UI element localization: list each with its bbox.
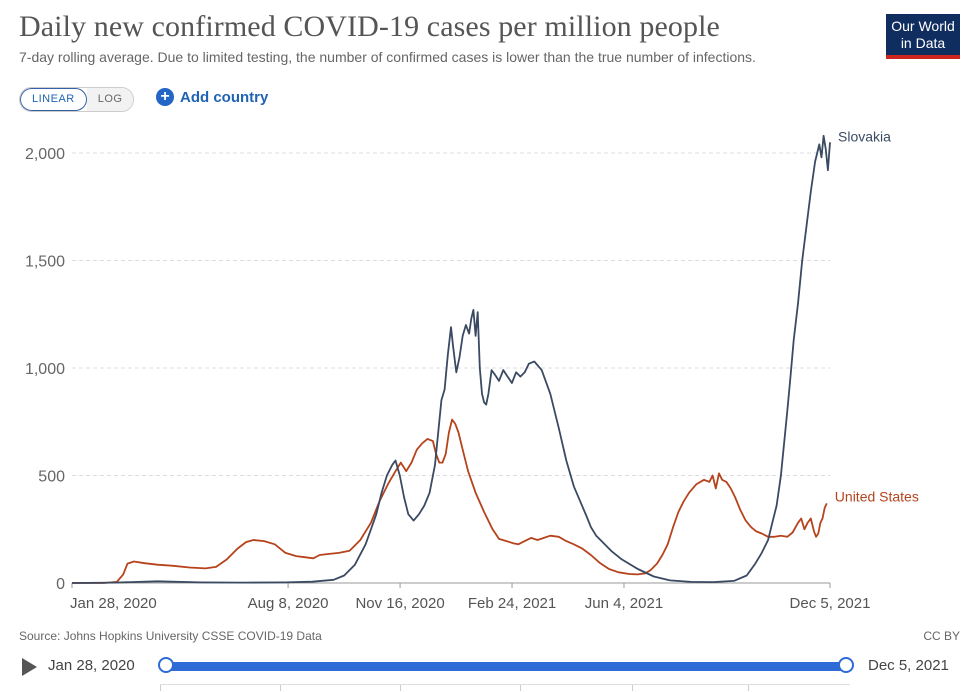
license-link[interactable]: CC BY bbox=[923, 629, 960, 643]
timeline: Jan 28, 2020 Dec 5, 2021 bbox=[0, 650, 980, 691]
series-label-united-states[interactable]: United States bbox=[835, 488, 919, 504]
timeline-track[interactable] bbox=[166, 662, 848, 671]
x-tick-label: Aug 8, 2020 bbox=[248, 595, 329, 612]
timeline-end-label: Dec 5, 2021 bbox=[868, 657, 949, 674]
x-tick-label: Dec 5, 2021 bbox=[790, 595, 871, 612]
series-line-united-states[interactable] bbox=[72, 418, 828, 584]
x-tick-label: Jun 4, 2021 bbox=[585, 595, 663, 612]
grid-lines bbox=[72, 152, 830, 584]
series-lines bbox=[71, 134, 831, 584]
y-tick-label: 1,000 bbox=[25, 361, 65, 378]
play-icon[interactable] bbox=[22, 658, 37, 676]
our-world-in-data-logo[interactable]: Our World in Data bbox=[886, 14, 960, 59]
x-tick-label: Feb 24, 2021 bbox=[468, 595, 556, 612]
logo-line-2: in Data bbox=[900, 35, 946, 51]
y-axis-labels: 0 500 1,000 1,500 2,000 bbox=[25, 146, 65, 593]
log-scale-button[interactable]: LOG bbox=[86, 88, 134, 111]
plus-circle-icon: + bbox=[156, 88, 174, 106]
timeline-start-handle[interactable] bbox=[158, 657, 174, 673]
y-tick-label: 1,500 bbox=[25, 254, 65, 271]
scale-toggle: LINEAR LOG bbox=[19, 87, 135, 112]
y-tick-label: 500 bbox=[38, 469, 65, 486]
x-axis-labels: Jan 28, 2020 Aug 8, 2020 Nov 16, 2020 Feb 2… bbox=[70, 583, 870, 612]
y-tick-label: 2,000 bbox=[25, 146, 65, 163]
chart-title: Daily new confirmed COVID-19 cases per m… bbox=[19, 10, 720, 43]
timeline-ticks bbox=[160, 684, 850, 692]
series-line-slovakia[interactable] bbox=[71, 134, 831, 584]
series-label-slovakia[interactable]: Slovakia bbox=[838, 128, 891, 144]
timeline-end-handle[interactable] bbox=[838, 657, 854, 673]
line-chart[interactable]: 0 500 1,000 1,500 2,000 Jan 28, 2020 Aug 8, 2… bbox=[0, 0, 980, 620]
series-labels: United States Slovakia bbox=[835, 128, 919, 504]
y-tick-label: 0 bbox=[56, 576, 65, 593]
chart-subtitle: 7-day rolling average. Due to limited te… bbox=[19, 49, 756, 65]
add-country-button[interactable]: + Add country bbox=[156, 88, 268, 106]
add-country-label: Add country bbox=[180, 88, 269, 106]
x-tick-label: Jan 28, 2020 bbox=[70, 595, 157, 612]
x-tick-label: Nov 16, 2020 bbox=[355, 595, 444, 612]
timeline-start-label: Jan 28, 2020 bbox=[48, 657, 135, 674]
logo-line-1: Our World bbox=[891, 18, 955, 34]
source-note[interactable]: Source: Johns Hopkins University CSSE CO… bbox=[19, 629, 322, 643]
linear-scale-button[interactable]: LINEAR bbox=[20, 88, 87, 111]
